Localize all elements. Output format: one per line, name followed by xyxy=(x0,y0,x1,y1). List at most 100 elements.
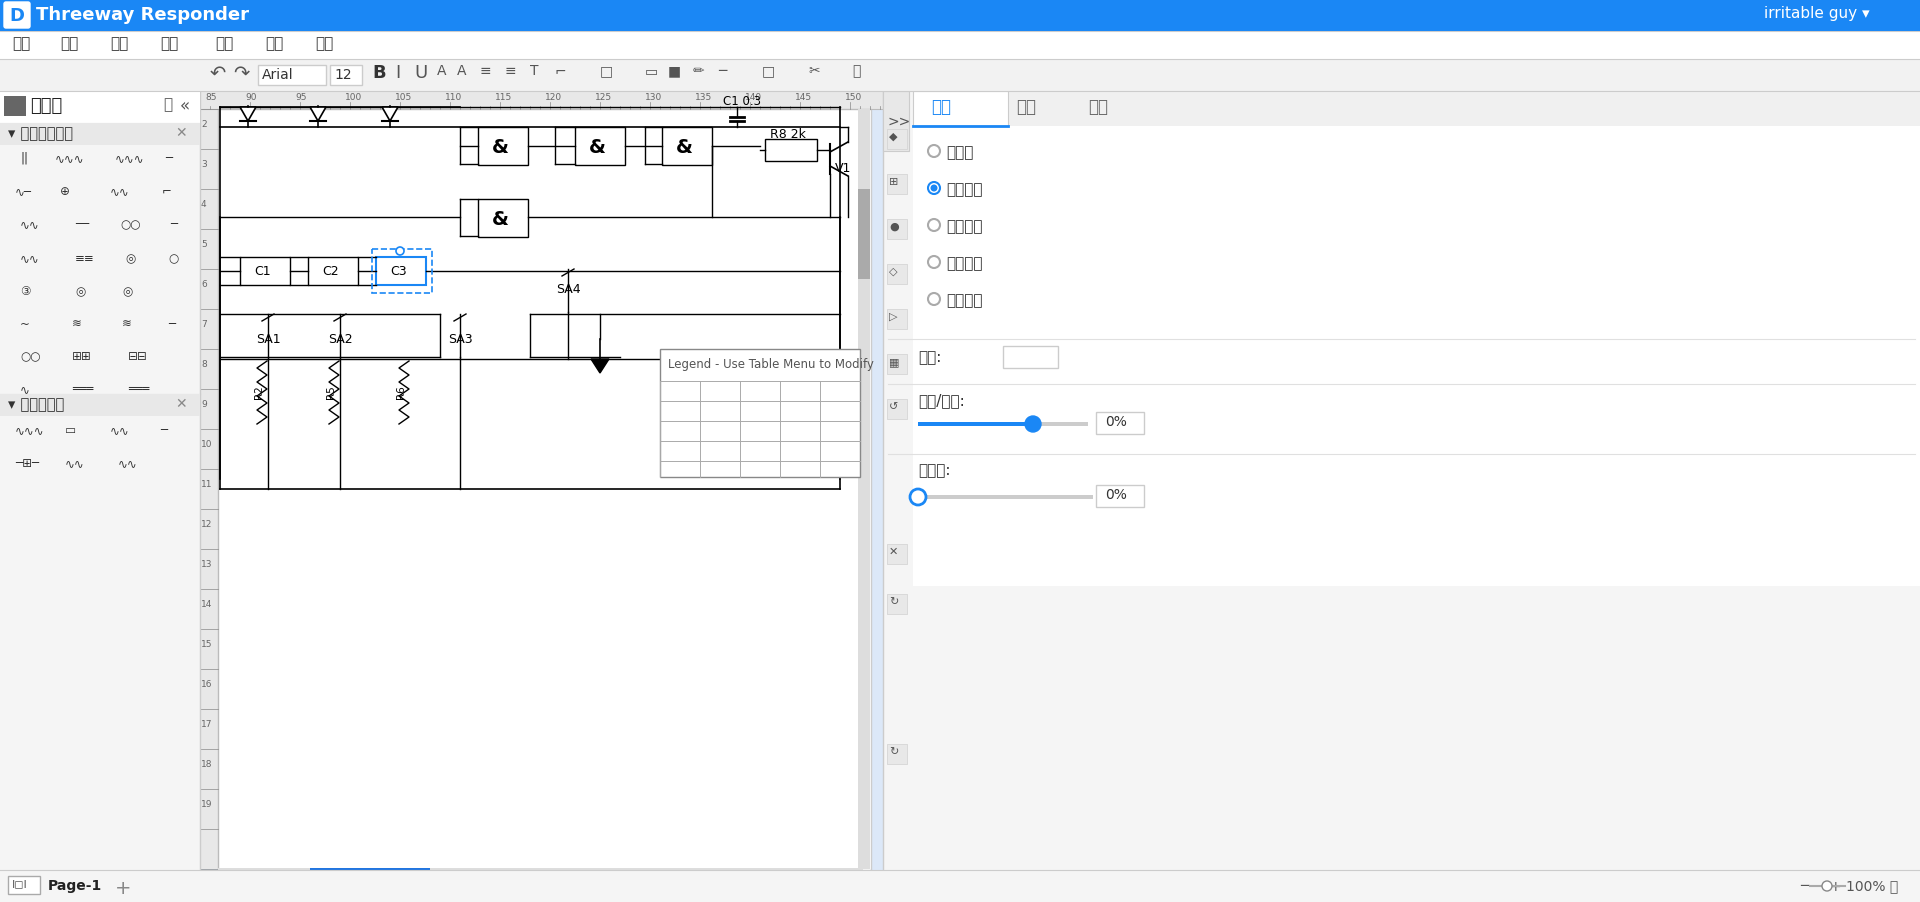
Bar xyxy=(478,199,528,238)
Text: ⊕: ⊕ xyxy=(60,185,69,198)
Text: 形状: 形状 xyxy=(265,36,284,51)
Bar xyxy=(858,189,870,280)
Text: ─: ─ xyxy=(159,424,167,437)
Text: 无填充: 无填充 xyxy=(947,145,973,160)
Text: ▾ 电阔和电容: ▾ 电阔和电容 xyxy=(8,397,63,411)
Text: 透明度:: 透明度: xyxy=(918,463,950,477)
Text: ─: ─ xyxy=(171,217,177,231)
Text: R8 2k: R8 2k xyxy=(770,128,806,141)
Bar xyxy=(887,594,906,614)
Text: 95: 95 xyxy=(296,93,307,102)
Text: R2: R2 xyxy=(253,384,265,399)
Text: C1 0.3: C1 0.3 xyxy=(724,95,760,108)
Text: «: « xyxy=(180,97,190,115)
Text: ∿: ∿ xyxy=(19,382,31,396)
Circle shape xyxy=(927,294,941,306)
Text: ◇: ◇ xyxy=(889,267,897,277)
Text: R5: R5 xyxy=(326,384,336,399)
Text: irritable guy ▾: irritable guy ▾ xyxy=(1764,6,1870,21)
Polygon shape xyxy=(591,360,609,373)
Bar xyxy=(0,870,1920,902)
Bar xyxy=(887,130,906,150)
Text: 90: 90 xyxy=(246,93,257,102)
Text: ⊟⊟: ⊟⊟ xyxy=(129,350,148,363)
Text: R6: R6 xyxy=(396,384,405,399)
Text: 125: 125 xyxy=(595,93,612,102)
Text: &: & xyxy=(492,138,509,157)
Text: ◎: ◎ xyxy=(123,285,132,298)
Bar xyxy=(8,876,40,894)
Text: ✕: ✕ xyxy=(175,126,186,140)
Circle shape xyxy=(1822,881,1832,891)
Text: ═══: ═══ xyxy=(73,382,94,396)
Text: D: D xyxy=(10,7,25,25)
Bar xyxy=(887,309,906,329)
Bar xyxy=(918,422,1033,427)
Text: ▭: ▭ xyxy=(645,64,659,78)
Bar xyxy=(0,394,200,417)
Text: ▭: ▭ xyxy=(65,424,77,437)
Bar xyxy=(478,128,528,166)
Bar xyxy=(662,128,712,166)
Text: 13: 13 xyxy=(202,559,213,568)
Bar xyxy=(1096,485,1144,508)
Text: ≡≡: ≡≡ xyxy=(75,252,94,264)
Bar xyxy=(200,92,883,870)
Bar xyxy=(764,140,818,161)
Text: 7: 7 xyxy=(202,319,207,328)
Circle shape xyxy=(1025,417,1041,433)
Text: 8: 8 xyxy=(202,360,207,369)
Text: SA3: SA3 xyxy=(447,333,472,345)
Text: 图案填充: 图案填充 xyxy=(947,255,983,271)
Polygon shape xyxy=(309,108,326,122)
Circle shape xyxy=(927,220,941,232)
Bar xyxy=(883,92,1920,902)
Text: 135: 135 xyxy=(695,93,712,102)
Text: 🔍: 🔍 xyxy=(163,97,173,112)
Bar xyxy=(4,97,27,117)
Text: ↺: ↺ xyxy=(889,401,899,411)
Text: 6: 6 xyxy=(202,280,207,289)
Bar xyxy=(660,350,860,477)
Text: 🔍: 🔍 xyxy=(852,64,860,78)
Text: 18: 18 xyxy=(202,759,213,769)
Text: ◎: ◎ xyxy=(125,252,134,264)
Bar xyxy=(219,110,872,870)
Text: 布局: 布局 xyxy=(159,36,179,51)
Text: ≡: ≡ xyxy=(505,64,516,78)
Text: ||: || xyxy=(19,152,29,165)
Bar xyxy=(1033,422,1089,427)
Bar xyxy=(887,220,906,240)
Text: 4: 4 xyxy=(202,199,207,208)
Text: 105: 105 xyxy=(396,93,413,102)
Text: ∿∿: ∿∿ xyxy=(109,185,131,198)
Bar xyxy=(309,868,430,878)
Text: T: T xyxy=(530,64,538,78)
Text: ═══: ═══ xyxy=(129,382,150,396)
Text: 0%: 0% xyxy=(1106,487,1127,502)
Text: ↷: ↷ xyxy=(232,64,250,83)
Text: 14: 14 xyxy=(202,599,213,608)
Text: 10: 10 xyxy=(202,439,213,448)
Bar xyxy=(918,495,1092,500)
Text: 3: 3 xyxy=(202,160,207,169)
Text: ∿∿: ∿∿ xyxy=(109,424,131,437)
Bar xyxy=(887,744,906,764)
Text: Threeway Responder: Threeway Responder xyxy=(36,6,250,24)
Text: SA1: SA1 xyxy=(255,333,280,345)
Text: C2: C2 xyxy=(323,264,338,278)
Text: ○○: ○○ xyxy=(121,217,140,231)
Text: ✏: ✏ xyxy=(693,64,705,78)
Text: SA2: SA2 xyxy=(328,333,353,345)
Text: ──: ── xyxy=(75,217,88,231)
Text: 帮助: 帮助 xyxy=(315,36,334,51)
Text: □: □ xyxy=(601,64,612,78)
Text: 线条: 线条 xyxy=(1016,98,1037,115)
Bar xyxy=(914,92,1920,127)
Bar xyxy=(200,92,883,110)
Text: I: I xyxy=(396,64,399,82)
Text: 12: 12 xyxy=(334,68,351,82)
Polygon shape xyxy=(382,108,397,122)
Text: Arial: Arial xyxy=(261,68,294,82)
Bar xyxy=(0,124,200,146)
